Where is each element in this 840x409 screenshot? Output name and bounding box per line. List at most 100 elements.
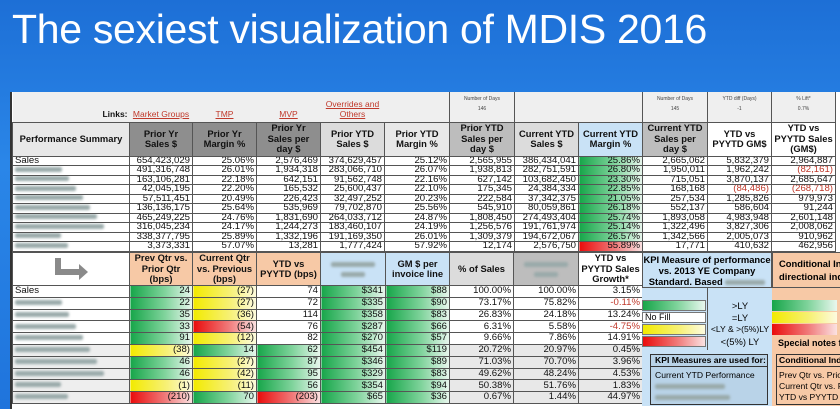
link-tmp[interactable]: TMP (215, 108, 234, 119)
table-cell: 491,316,748 (129, 165, 193, 176)
slide-title: The sexiest visualization of MDIS 2016 (12, 6, 708, 52)
table-row: Sales 654,423,029 25.06% 2,576,469 374,629,4… (12, 155, 836, 166)
table-cell: (210) (129, 391, 193, 404)
table-cell: 13,281 (256, 241, 321, 252)
legend-swatch-yellow (772, 312, 837, 323)
row-label (12, 203, 130, 214)
table-cell: 1,938,813 (449, 165, 515, 176)
days-label: Number of Days (463, 96, 501, 102)
conditional-legend: Special notes for C Conditional Indicat … (772, 288, 840, 406)
column-header: Prev Qtr vs. Prior Qtr (bps) (129, 252, 193, 286)
conditional-box-line: YTD vs PYYTD (bps (779, 392, 840, 402)
table-cell: 48.24% (513, 367, 579, 381)
table-cell: 21.05% (578, 193, 643, 204)
table-row: 46 (27) 87 $346 $89 71.03% 70.70% 3.96% (12, 355, 643, 369)
ytd-diff-value: -1 (737, 106, 742, 112)
table-cell: (38) (129, 343, 193, 357)
row-label (12, 231, 130, 242)
table-cell: 57.07% (192, 241, 257, 252)
table-cell: $358 (320, 308, 386, 322)
table-cell: (42) (192, 367, 257, 381)
link-overrides-and-others[interactable]: Overrides and Others (325, 98, 380, 119)
table-cell: (1) (129, 379, 193, 393)
legend-panel: KPI Measure of performance vs. 2013 YE C… (642, 252, 840, 406)
table-cell: 87 (256, 355, 321, 369)
column-header: Performance Summary (12, 121, 130, 157)
table-cell: (27) (192, 355, 257, 369)
table-cell: $454 (320, 343, 386, 357)
table-cell: 95 (256, 367, 321, 381)
table-cell: 25.56% (384, 203, 450, 214)
table-cell: 25.14% (578, 222, 643, 233)
table-cell: 73.17% (449, 296, 514, 310)
row-label (12, 343, 130, 357)
row-label: Sales (12, 155, 130, 166)
table-cell: 0.45% (578, 343, 643, 357)
legend-label: <LY & >(5%)LY (710, 324, 770, 334)
row-label (12, 296, 130, 310)
links-label: Links: (12, 92, 130, 122)
conditional-box-line: Prev Qtr vs. Prior Q (779, 370, 840, 380)
link-mvp[interactable]: MVP (279, 108, 298, 119)
table-cell: 100.00% (513, 285, 579, 298)
table-cell: (54) (192, 320, 257, 334)
table-cell: 20.23% (384, 193, 450, 204)
table-cell: 103,682,450 (514, 174, 579, 185)
table-cell: 114 (256, 308, 321, 322)
table-cell: 72 (256, 296, 321, 310)
days-value: 146 (477, 106, 487, 112)
row-label (12, 308, 130, 322)
table-cell: 1,256,576 (449, 222, 515, 233)
kpi-box-line: Current YTD Performance (655, 370, 755, 380)
table-cell: 80,059,861 (514, 203, 579, 214)
table-cell: 22.18% (192, 174, 257, 185)
table-cell: 1,950,011 (642, 165, 708, 176)
conditional-box: Conditional Indicat Prev Qtr vs. Prior Q… (776, 354, 840, 405)
table-cell: 3,870,137 (707, 174, 772, 185)
lift-value: 0.7% (797, 106, 810, 112)
table-row: 57,511,451 20.49% 226,423 32,497,252 20.23% 2… (12, 193, 836, 204)
days-label: Number of Days (656, 96, 694, 102)
column-header: Current YTD Sales per day $ (642, 121, 708, 157)
table-cell: 33 (129, 320, 193, 334)
table-cell: (82,161) (771, 165, 836, 176)
table-cell: 2,576,469 (256, 155, 321, 166)
row-label (12, 367, 130, 381)
table-cell: $354 (320, 379, 386, 393)
table-cell: $341 (320, 285, 386, 298)
table-cell: 222,584 (449, 193, 515, 204)
table-cell: $287 (320, 320, 386, 334)
table-cell: $57 (385, 332, 450, 345)
table-cell: 55.89% (578, 241, 643, 252)
table-cell: 183,460,107 (320, 222, 385, 233)
ytd-diff-label: YTD diff (Days) (722, 96, 757, 102)
table-row: 136,136,175 25.64% 535,969 79,702,870 25.56%… (12, 203, 836, 214)
table-cell: 79,702,870 (320, 203, 385, 214)
table-cell: 5,832,379 (707, 155, 772, 166)
table-cell: 22.20% (192, 184, 257, 195)
table-cell: 6.31% (449, 320, 514, 334)
table-cell: $329 (320, 367, 386, 381)
table-cell: (36) (192, 308, 257, 322)
table-cell: 1,342,566 (642, 231, 708, 242)
table-cell: 25.06% (192, 155, 257, 166)
table-cell: 1,934,318 (256, 165, 321, 176)
kpi-header-text: KPI Measure of performance vs. 2013 YE C… (643, 254, 771, 287)
link-market-groups[interactable]: Market Groups (132, 108, 190, 119)
table-row: Sales 24 (27) 74 $341 $88 100.00% 100.00% 3.15% (12, 285, 643, 298)
column-header: Current YTD Sales $ (514, 121, 579, 157)
table-cell: 50.38% (449, 379, 514, 393)
table-cell: $83 (385, 308, 450, 322)
table-cell: 70 (192, 391, 257, 404)
links-row: Links: Market Groups TMP MVP Overrides a… (12, 92, 836, 122)
table-cell: 32,497,252 (320, 193, 385, 204)
table-cell: 25.74% (578, 212, 643, 223)
table-cell: 1,309,379 (449, 231, 515, 242)
table-cell: 26.57% (578, 231, 643, 242)
conditional-box-line: Current Qtr vs. Prev (779, 381, 840, 391)
row-label (12, 174, 130, 185)
table-cell: 1,322,496 (642, 222, 708, 233)
table-cell: 264,033,712 (320, 212, 385, 223)
row-label (12, 355, 130, 369)
arrow-cell (12, 252, 130, 286)
